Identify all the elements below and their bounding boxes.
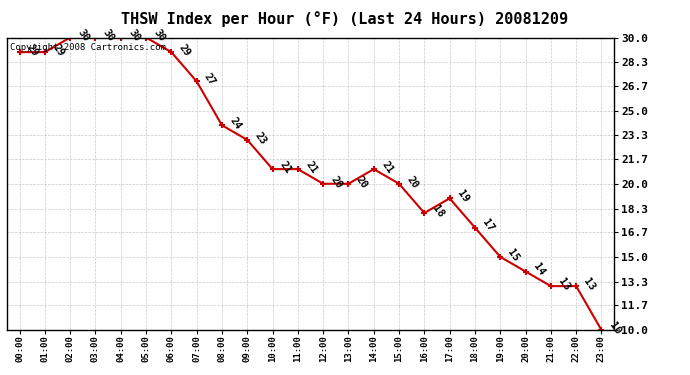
Text: 10: 10	[607, 320, 622, 336]
Text: 20: 20	[354, 174, 369, 190]
Text: 14: 14	[531, 262, 546, 278]
Text: 24: 24	[228, 116, 243, 131]
Text: THSW Index per Hour (°F) (Last 24 Hours) 20081209: THSW Index per Hour (°F) (Last 24 Hours)…	[121, 11, 569, 27]
Text: 30: 30	[126, 28, 141, 44]
Text: 30: 30	[76, 28, 91, 44]
Text: 23: 23	[253, 130, 268, 146]
Text: 29: 29	[177, 42, 193, 58]
Text: 27: 27	[202, 72, 217, 87]
Text: 18: 18	[430, 203, 445, 219]
Text: 19: 19	[455, 189, 471, 204]
Text: 30: 30	[101, 28, 117, 44]
Text: 21: 21	[380, 159, 395, 175]
Text: 21: 21	[278, 159, 293, 175]
Text: 29: 29	[25, 42, 41, 58]
Text: 20: 20	[404, 174, 420, 190]
Text: Copyright 2008 Cartronics.com: Copyright 2008 Cartronics.com	[10, 44, 166, 52]
Text: 15: 15	[506, 247, 521, 263]
Text: 21: 21	[304, 159, 319, 175]
Text: 17: 17	[480, 218, 496, 234]
Text: 13: 13	[582, 276, 597, 292]
Text: 20: 20	[328, 174, 344, 190]
Text: 13: 13	[556, 276, 572, 292]
Text: 30: 30	[152, 28, 167, 44]
Text: 29: 29	[50, 42, 66, 58]
